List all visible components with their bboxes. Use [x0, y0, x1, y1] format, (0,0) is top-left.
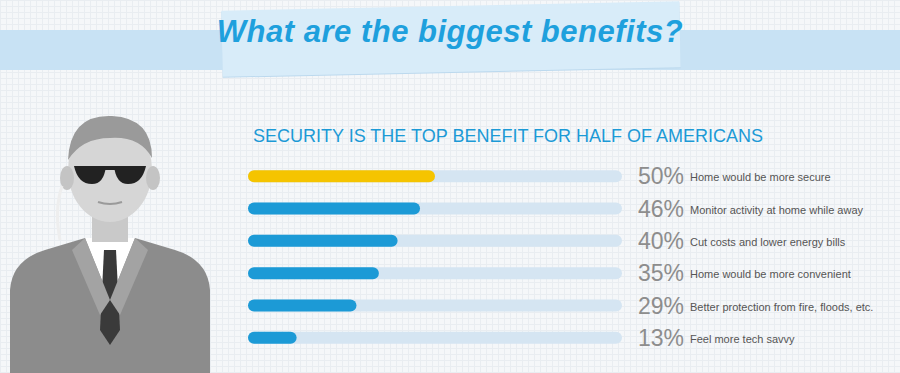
svg-text:35%: 35% — [638, 260, 684, 286]
svg-text:Better protection from fire, f: Better protection from fire, floods, etc… — [690, 301, 873, 313]
svg-text:Monitor activity at home while: Monitor activity at home while away — [690, 204, 864, 216]
svg-text:29%: 29% — [638, 293, 684, 319]
svg-text:13%: 13% — [638, 325, 684, 351]
svg-text:40%: 40% — [638, 228, 684, 254]
html-text:What are the biggest benefits?: What are the biggest benefits? — [216, 14, 684, 49]
svg-text:Home would be more secure: Home would be more secure — [690, 171, 831, 183]
svg-text:46%: 46% — [638, 196, 684, 222]
svg-text:Cut costs and lower energy bil: Cut costs and lower energy bills — [690, 236, 846, 248]
svg-text:SECURITY IS THE TOP BENEFIT FO: SECURITY IS THE TOP BENEFIT FOR HALF OF … — [253, 126, 763, 146]
svg-text:Home would be more convenient: Home would be more convenient — [690, 268, 851, 280]
svg-text:50%: 50% — [638, 163, 684, 189]
svg-text:Feel more tech savvy: Feel more tech savvy — [690, 333, 795, 345]
